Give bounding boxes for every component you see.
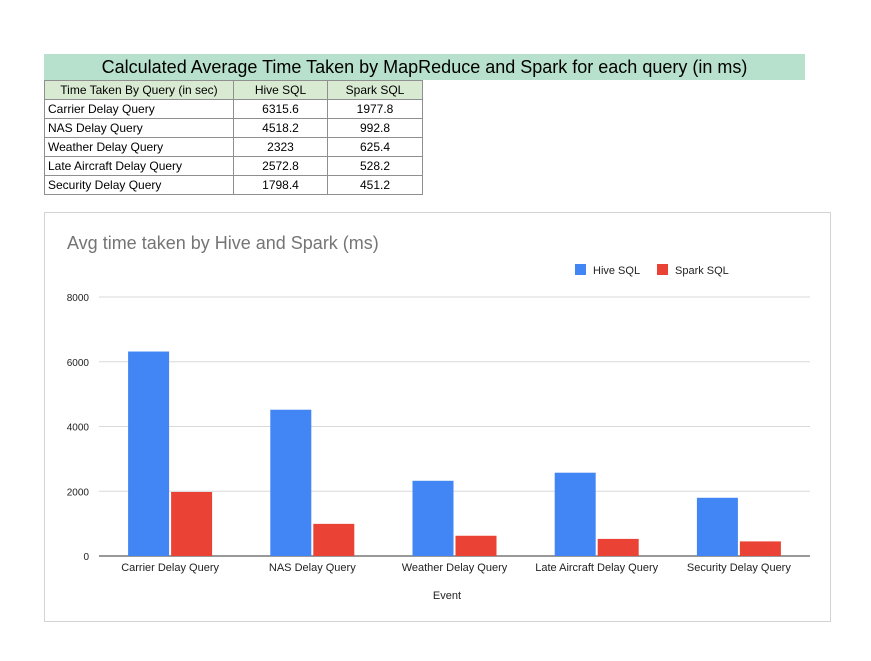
table-cell: 992.8 [327,118,423,138]
table-cell: NAS Delay Query [44,118,234,138]
legend-swatch [575,264,586,275]
bar [455,535,497,556]
table-header-row: Time Taken By Query (in sec) Hive SQL Sp… [44,80,423,100]
x-tick-label: Weather Delay Query [402,562,508,574]
x-tick-label: Security Delay Query [687,562,791,574]
bar [128,351,170,556]
table-row: NAS Delay Query 4518.2 992.8 [44,118,423,138]
page-title: Calculated Average Time Taken by MapRedu… [44,54,805,80]
table-cell: 6315.6 [233,99,328,119]
x-tick-label: Late Aircraft Delay Query [535,562,658,574]
bar [270,409,312,556]
table-cell: 1798.4 [233,175,328,195]
bar [696,497,738,556]
x-axis-label: Event [433,590,461,602]
table-row: Carrier Delay Query 6315.6 1977.8 [44,99,423,119]
bar [554,472,596,556]
table-row: Security Delay Query 1798.4 451.2 [44,175,423,195]
table-cell: 2323 [233,137,328,157]
column-header: Time Taken By Query (in sec) [44,80,234,100]
y-tick-label: 4000 [67,423,90,434]
column-header: Spark SQL [327,80,423,100]
table-cell: Late Aircraft Delay Query [44,156,234,176]
y-tick-label: 8000 [67,293,90,304]
bar [412,480,454,556]
bar [739,541,781,556]
bar [597,538,639,556]
table-cell: 528.2 [327,156,423,176]
y-tick-label: 6000 [67,358,90,369]
bar [171,491,213,556]
table-cell: 2572.8 [233,156,328,176]
y-tick-label: 0 [83,552,89,563]
legend-label: Spark SQL [675,265,729,277]
table-cell: 4518.2 [233,118,328,138]
legend-swatch [657,264,668,275]
y-tick-label: 2000 [67,487,90,498]
table-cell: 1977.8 [327,99,423,119]
bar [313,523,355,556]
chart-title: Avg time taken by Hive and Spark (ms) [67,233,379,253]
data-table: Time Taken By Query (in sec) Hive SQL Sp… [44,80,423,195]
table-cell: Carrier Delay Query [44,99,234,119]
x-tick-label: Carrier Delay Query [121,562,219,574]
table-row: Late Aircraft Delay Query 2572.8 528.2 [44,156,423,176]
table-row: Weather Delay Query 2323 625.4 [44,137,423,157]
x-tick-label: NAS Delay Query [269,562,356,574]
table-cell: Weather Delay Query [44,137,234,157]
bar-chart: Avg time taken by Hive and Spark (ms) Ev… [67,233,810,602]
legend-label: Hive SQL [593,265,640,277]
column-header: Hive SQL [233,80,328,100]
table-cell: 451.2 [327,175,423,195]
table-cell: 625.4 [327,137,423,157]
table-cell: Security Delay Query [44,175,234,195]
chart-container: Avg time taken by Hive and Spark (ms) Ev… [44,212,831,622]
